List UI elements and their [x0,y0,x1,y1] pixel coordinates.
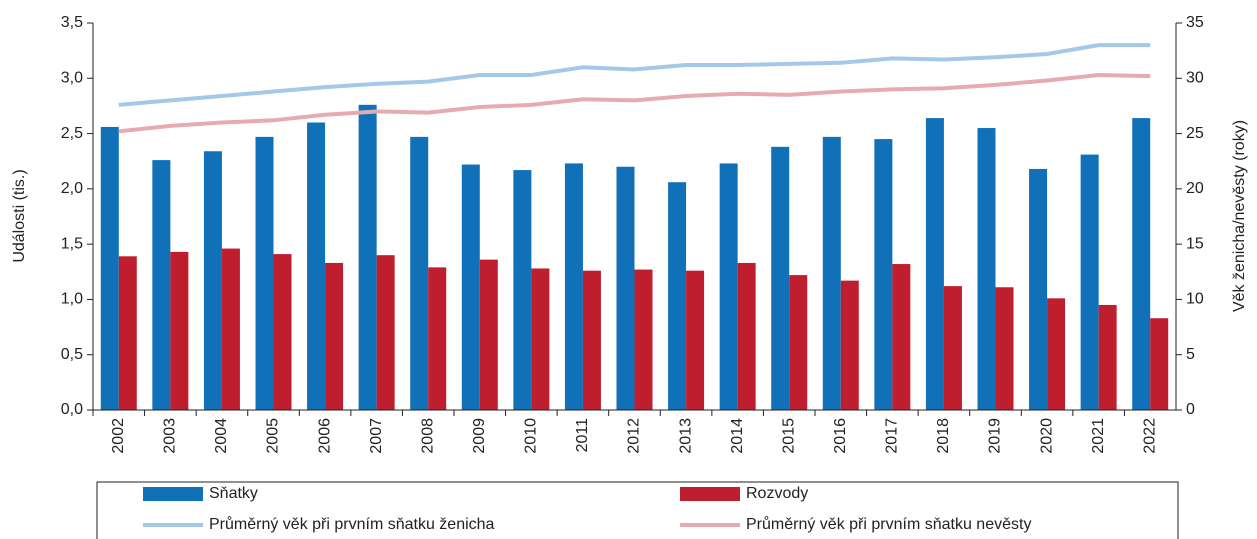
x-tick-label: 2004 [213,418,230,454]
x-tick-label: 2019 [987,418,1004,454]
x-tick-label: 2010 [523,418,540,454]
bar [925,118,944,410]
legend-label: Průměrný věk při prvním sňatku ženicha [209,515,495,533]
legend-swatch [143,487,203,501]
bar [358,104,377,410]
legend-label: Sňatky [209,485,258,502]
legend-swatch [680,487,740,501]
x-tick-label: 2017 [884,418,901,454]
bar [273,254,292,410]
y-tick-label: 2,0 [61,180,83,197]
y2-tick-label: 5 [1186,346,1195,363]
bar [737,262,756,410]
y2-tick-label: 25 [1186,125,1204,142]
bar [479,259,498,410]
bar [325,262,344,410]
y-tick-label: 1,5 [61,235,83,252]
bar [995,287,1014,410]
x-tick-label: 2018 [935,418,952,454]
bar [874,139,893,410]
x-tick-label: 2002 [110,418,127,454]
bar [461,164,480,410]
bar [152,160,171,410]
bar [582,270,601,410]
y2-tick-label: 10 [1186,291,1204,308]
bar [118,256,137,410]
y2-tick-label: 20 [1186,180,1204,197]
bar [789,275,808,410]
bar [564,163,583,410]
line [118,72,1151,134]
bar [170,251,189,410]
bar [668,182,687,410]
bar [100,126,119,411]
x-tick-label: 2020 [1038,418,1055,454]
x-tick-label: 2005 [265,418,282,454]
bar [1047,298,1066,410]
x-tick-label: 2015 [780,418,797,454]
bar [428,267,447,410]
bar [892,264,911,410]
bar [376,255,395,410]
bar [616,166,635,410]
y2-tick-label: 30 [1186,70,1204,87]
bar [307,122,326,410]
bar [1150,318,1169,410]
y-tick-label: 0,5 [61,346,83,363]
x-tick-label: 2006 [316,418,333,454]
bar [977,128,996,411]
x-tick-label: 2013 [677,418,694,454]
legend-label: Rozvody [746,485,808,502]
x-tick-label: 2011 [574,418,591,453]
bar [822,136,841,411]
x-tick-label: 2008 [419,418,436,454]
x-tick-label: 2014 [729,418,746,454]
bar [840,280,859,410]
bar [410,136,429,411]
x-tick-label: 2022 [1141,418,1158,454]
y-tick-label: 0,0 [61,401,83,418]
bar [1098,304,1117,410]
bar [513,170,532,410]
x-tick-label: 2016 [832,418,849,454]
legend-box [96,481,1179,539]
y2-tick-label: 35 [1186,14,1204,31]
bar [943,286,962,410]
bar [221,248,240,410]
x-tick-label: 2003 [162,418,179,454]
line [118,43,1151,107]
y2-tick-label: 0 [1186,401,1195,418]
bar [203,151,222,410]
x-tick-label: 2021 [1090,418,1107,454]
y-tick-label: 3,0 [61,70,83,87]
bar [531,268,550,410]
bar [686,270,705,410]
bar [1132,118,1151,410]
y-tick-label: 2,5 [61,125,83,142]
bar [255,136,274,411]
y-axis-label: Události (tis.) [11,169,28,262]
legend-label: Průměrný věk při prvním sňatku nevěsty [746,515,1031,533]
y-tick-label: 1,0 [61,291,83,308]
bar [719,163,738,410]
x-tick-label: 2007 [368,418,385,454]
x-tick-label: 2012 [626,418,643,454]
bar [1080,154,1099,410]
bar [1029,168,1048,410]
x-tick-label: 2009 [471,418,488,454]
y2-axis-label: Věk ženicha/nevěsty (roky) [1231,120,1248,312]
bar [771,146,790,410]
bar [634,269,653,410]
y2-tick-label: 15 [1186,235,1204,252]
y-tick-label: 3,5 [61,14,83,31]
